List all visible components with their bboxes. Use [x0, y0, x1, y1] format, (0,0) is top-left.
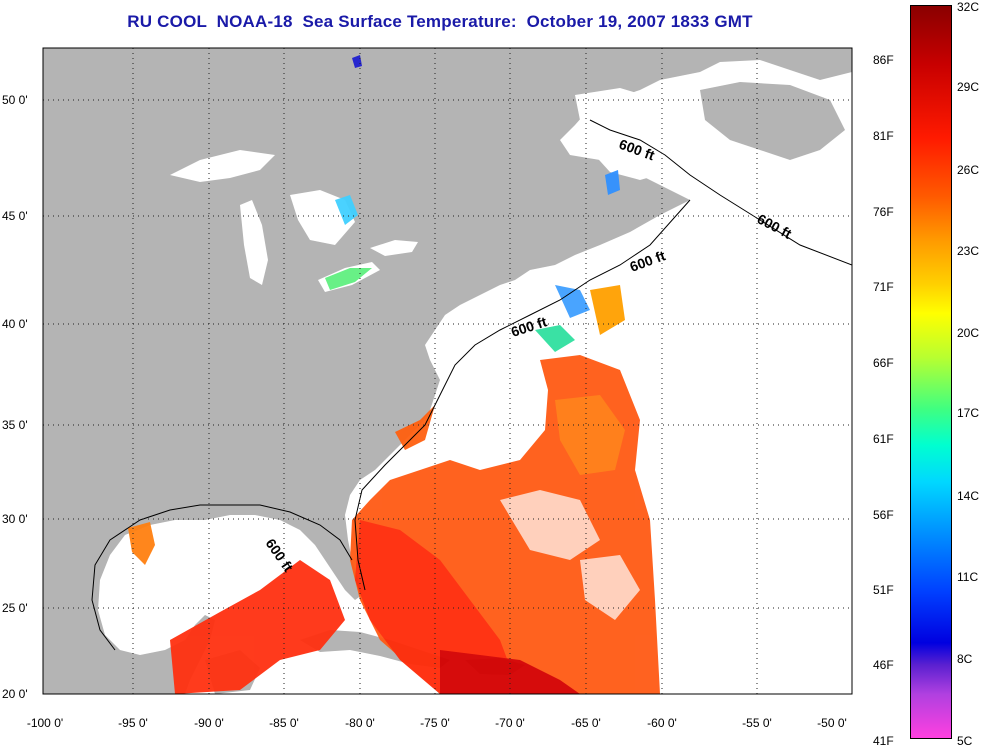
lon-label: -75 0'	[420, 716, 450, 730]
temperature-colorbar	[910, 5, 952, 739]
lat-label: 35 0'	[2, 418, 28, 432]
lat-label: 30 0'	[2, 512, 28, 526]
lake-ontario	[370, 240, 418, 256]
colorbar-f-label: 46F	[873, 658, 894, 672]
colorbar-c-label: 5C	[957, 734, 973, 748]
lat-label: 40 0'	[2, 317, 28, 331]
lon-label: -80 0'	[345, 716, 375, 730]
sst-map: 600 ft 600 ft 600 ft 600 ft 600 ft	[42, 47, 853, 695]
colorbar-c-label: 20C	[957, 326, 980, 340]
colorbar-f-label: 76F	[873, 205, 894, 219]
colorbar-c-label: 14C	[957, 489, 980, 503]
gulf-st-lawrence	[575, 88, 700, 180]
colorbar-c-label: 26C	[957, 163, 980, 177]
lat-label: 50 0'	[2, 93, 28, 107]
lon-label: -85 0'	[269, 716, 299, 730]
lat-label: 25 0'	[2, 601, 28, 615]
colorbar-f-label: 86F	[873, 53, 894, 67]
lon-label: -55 0'	[742, 716, 772, 730]
lon-label: -95 0'	[118, 716, 148, 730]
lon-label: -70 0'	[495, 716, 525, 730]
lon-label: -90 0'	[194, 716, 224, 730]
lon-label: -100 0'	[26, 716, 64, 730]
colorbar-f-label: 66F	[873, 356, 894, 370]
lon-label: -60 0'	[647, 716, 677, 730]
map-title: RU COOL NOAA-18 Sea Surface Temperature:…	[127, 12, 753, 31]
lon-label: -50 0'	[817, 716, 847, 730]
sst-data	[128, 55, 660, 694]
newfoundland-land	[700, 82, 845, 160]
lon-label: -65 0'	[571, 716, 601, 730]
600ft-contour	[91, 119, 852, 651]
colorbar-c-label: 11C	[957, 570, 979, 584]
colorbar-c-label: 23C	[957, 244, 980, 258]
lake-michigan	[240, 200, 268, 285]
lat-label: 45 0'	[2, 209, 28, 223]
colorbar-f-label: 41F	[873, 734, 894, 748]
lake-superior	[170, 150, 275, 182]
colorbar-f-label: 61F	[873, 432, 894, 446]
colorbar-f-label: 71F	[873, 280, 894, 294]
colorbar-f-label: 81F	[873, 129, 894, 143]
colorbar-c-label: 32C	[957, 0, 980, 14]
lat-label: 20 0'	[2, 687, 28, 701]
colorbar-c-label: 17C	[957, 406, 980, 420]
nova-scotia-land	[585, 200, 665, 238]
colorbar-c-label: 8C	[957, 652, 973, 666]
colorbar-f-label: 51F	[873, 583, 894, 597]
colorbar-c-label: 29C	[957, 80, 980, 94]
colorbar-f-label: 56F	[873, 508, 894, 522]
